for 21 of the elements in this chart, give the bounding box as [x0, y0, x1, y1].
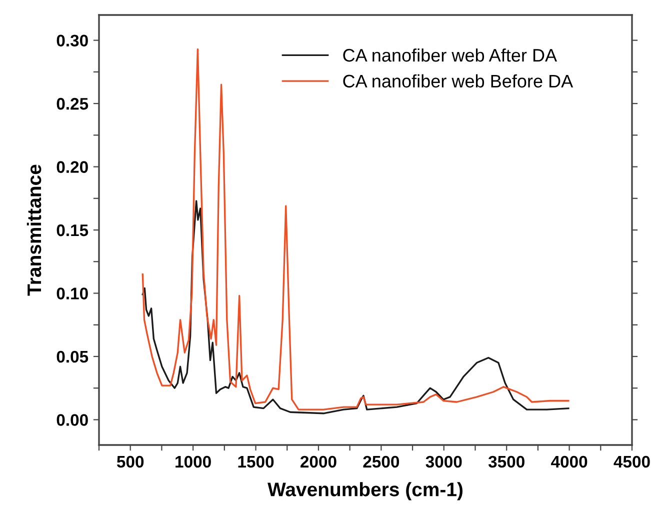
y-tick-label: 0.00	[56, 414, 88, 426]
line-series	[142, 200, 570, 414]
x-tick-label: 1000	[176, 456, 211, 468]
x-tick-label: 4500	[614, 456, 650, 468]
y-axis-title: Transmittance	[26, 164, 42, 296]
legend-label: CA nanofiber web Before DA	[343, 74, 574, 88]
x-tick-label: 2000	[300, 456, 336, 468]
x-tick-label: 4000	[551, 456, 588, 468]
y-tick-label: 0.15	[56, 224, 88, 236]
x-tick-label: 3000	[426, 456, 462, 468]
x-tick-label: 3500	[488, 456, 524, 468]
x-axis-title: Wavenumbers (cm-1)	[268, 482, 462, 500]
y-tick-label: 0.10	[56, 288, 88, 300]
y-tick-label: 0.30	[56, 34, 88, 47]
y-tick-label: 0.20	[56, 161, 88, 173]
y-tick-label: 0.05	[56, 350, 88, 363]
y-tick-label: 0.25	[56, 98, 88, 110]
legend-label: CA nanofiber web After DA	[343, 48, 558, 62]
x-tick-label: 1500	[238, 456, 274, 468]
x-tick-label: 2500	[363, 456, 400, 468]
x-tick-label: 500	[116, 456, 144, 468]
